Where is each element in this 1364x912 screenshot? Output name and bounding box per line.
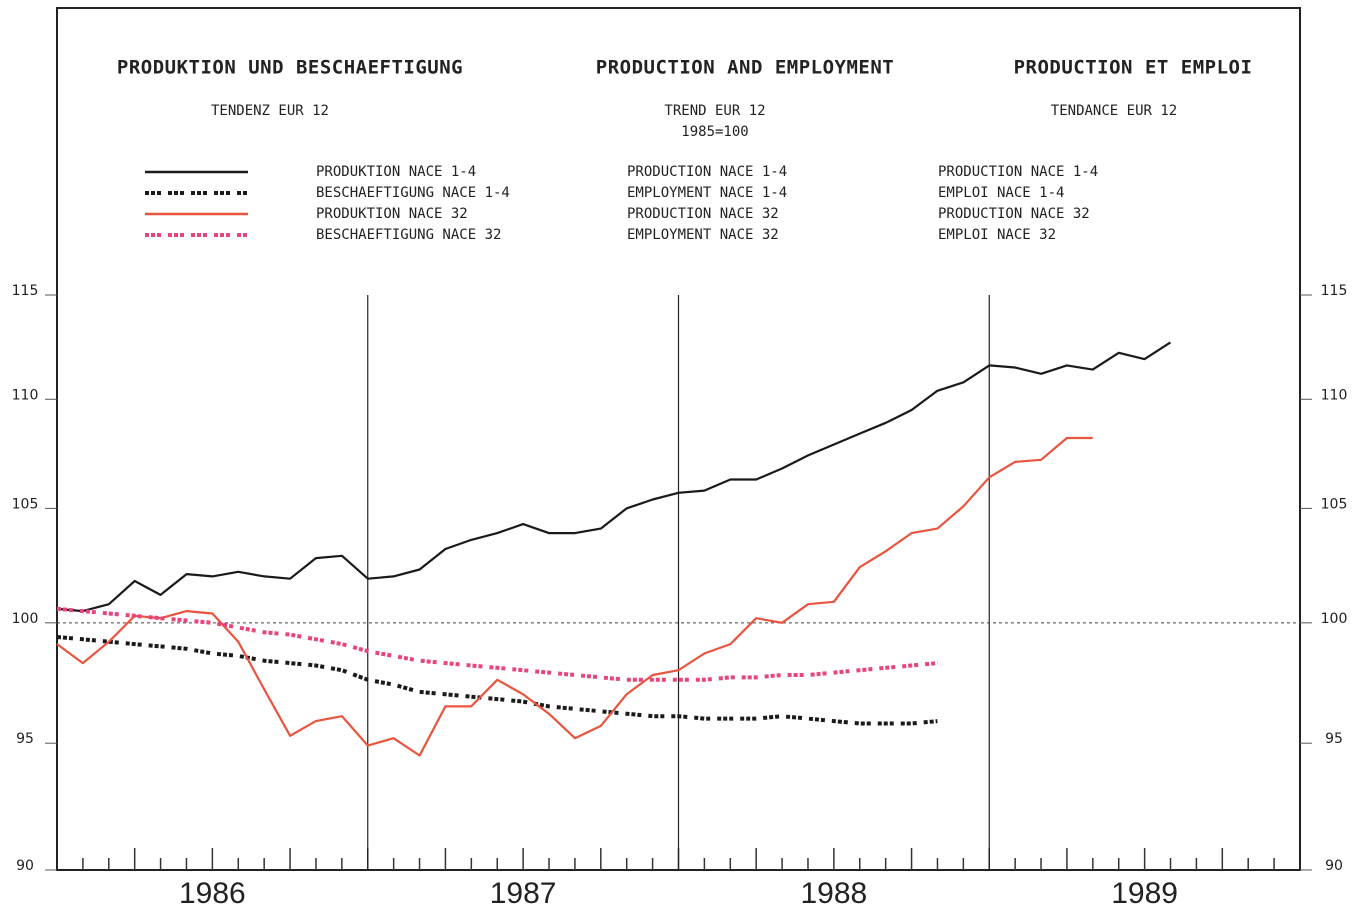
y-tick-label: 115 xyxy=(12,283,39,299)
base-note: 1985=100 xyxy=(681,124,748,140)
y2-tick-label: 95 xyxy=(1325,731,1343,747)
series-line xyxy=(56,606,938,682)
y-tick-label: 90 xyxy=(16,858,34,874)
x-tick-label: 1986 xyxy=(179,877,246,910)
legend-label-fr: PRODUCTION NACE 1-4 xyxy=(938,164,1098,180)
legend-label: PRODUKTION NACE 32 xyxy=(316,206,468,222)
title-en: PRODUCTION AND EMPLOYMENT xyxy=(596,57,894,79)
subtitle-fr: TENDANCE EUR 12 xyxy=(1051,103,1177,119)
title-fr: PRODUCTION ET EMPLOI xyxy=(1014,57,1253,79)
y-tick-label: 110 xyxy=(12,387,39,403)
y2-tick-label: 100 xyxy=(1321,611,1348,627)
y2-tick-label: 115 xyxy=(1321,283,1348,299)
subtitle-de: TENDENZ EUR 12 xyxy=(211,103,329,119)
y2-tick-label: 110 xyxy=(1321,387,1348,403)
y2-tick-label: 90 xyxy=(1325,858,1343,874)
legend-label: BESCHAEFTIGUNG NACE 32 xyxy=(316,227,501,243)
x-tick-label: 1987 xyxy=(490,877,557,910)
legend-label-fr: PRODUCTION NACE 32 xyxy=(938,206,1090,222)
series-line xyxy=(56,635,938,726)
series-line xyxy=(56,436,1093,757)
title-de: PRODUKTION UND BESCHAEFTIGUNG xyxy=(117,57,463,79)
legend-label-fr: EMPLOI NACE 32 xyxy=(938,227,1056,243)
x-tick-label: 1989 xyxy=(1111,877,1178,910)
legend-label: BESCHAEFTIGUNG NACE 1-4 xyxy=(316,185,510,201)
legend-label: PRODUKTION NACE 1-4 xyxy=(316,164,476,180)
legend-label-en: EMPLOYMENT NACE 1-4 xyxy=(627,185,787,201)
y-tick-label: 105 xyxy=(12,496,39,512)
y-tick-label: 95 xyxy=(16,731,34,747)
legend-label-en: PRODUCTION NACE 1-4 xyxy=(627,164,787,180)
legend-label-en: EMPLOYMENT NACE 32 xyxy=(627,227,779,243)
x-tick-label: 1988 xyxy=(801,877,868,910)
subtitle-en: TREND EUR 12 xyxy=(664,103,765,119)
y2-tick-label: 105 xyxy=(1321,496,1348,512)
legend-label-en: PRODUCTION NACE 32 xyxy=(627,206,779,222)
y-tick-label: 100 xyxy=(12,611,39,627)
series-line xyxy=(56,341,1171,613)
legend-label-fr: EMPLOI NACE 1-4 xyxy=(938,185,1064,201)
